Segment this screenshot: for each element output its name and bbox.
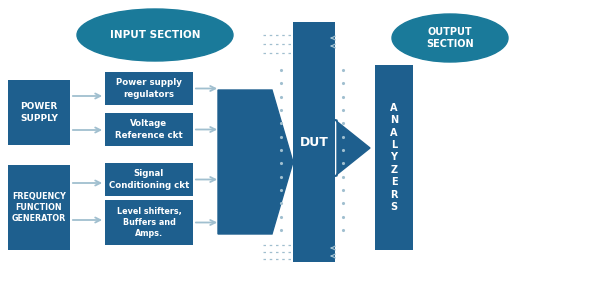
FancyBboxPatch shape (293, 22, 335, 262)
FancyBboxPatch shape (105, 163, 193, 196)
Text: INPUT SECTION: INPUT SECTION (110, 30, 200, 40)
FancyBboxPatch shape (375, 65, 413, 250)
FancyBboxPatch shape (8, 165, 70, 250)
Text: OUTPUT
SECTION: OUTPUT SECTION (426, 27, 474, 49)
Text: Signal
Conditioning ckt: Signal Conditioning ckt (109, 169, 189, 190)
Text: POWER
SUPPLY: POWER SUPPLY (20, 103, 58, 123)
Ellipse shape (77, 9, 233, 61)
Text: Voltage
Reference ckt: Voltage Reference ckt (115, 119, 183, 140)
FancyBboxPatch shape (105, 200, 193, 245)
Text: FREQUENCY
FUNCTION
GENERATOR: FREQUENCY FUNCTION GENERATOR (12, 192, 66, 223)
FancyBboxPatch shape (8, 80, 70, 145)
Ellipse shape (392, 14, 508, 62)
Polygon shape (218, 90, 293, 234)
FancyBboxPatch shape (105, 113, 193, 146)
Text: A
N
A
L
Y
Z
E
R
S: A N A L Y Z E R S (390, 103, 398, 212)
Text: DUT: DUT (299, 135, 329, 148)
Text: Level shifters,
Buffers and
Amps.: Level shifters, Buffers and Amps. (117, 207, 182, 238)
FancyBboxPatch shape (105, 72, 193, 105)
Text: Power supply
regulators: Power supply regulators (116, 78, 182, 99)
Polygon shape (335, 120, 370, 176)
